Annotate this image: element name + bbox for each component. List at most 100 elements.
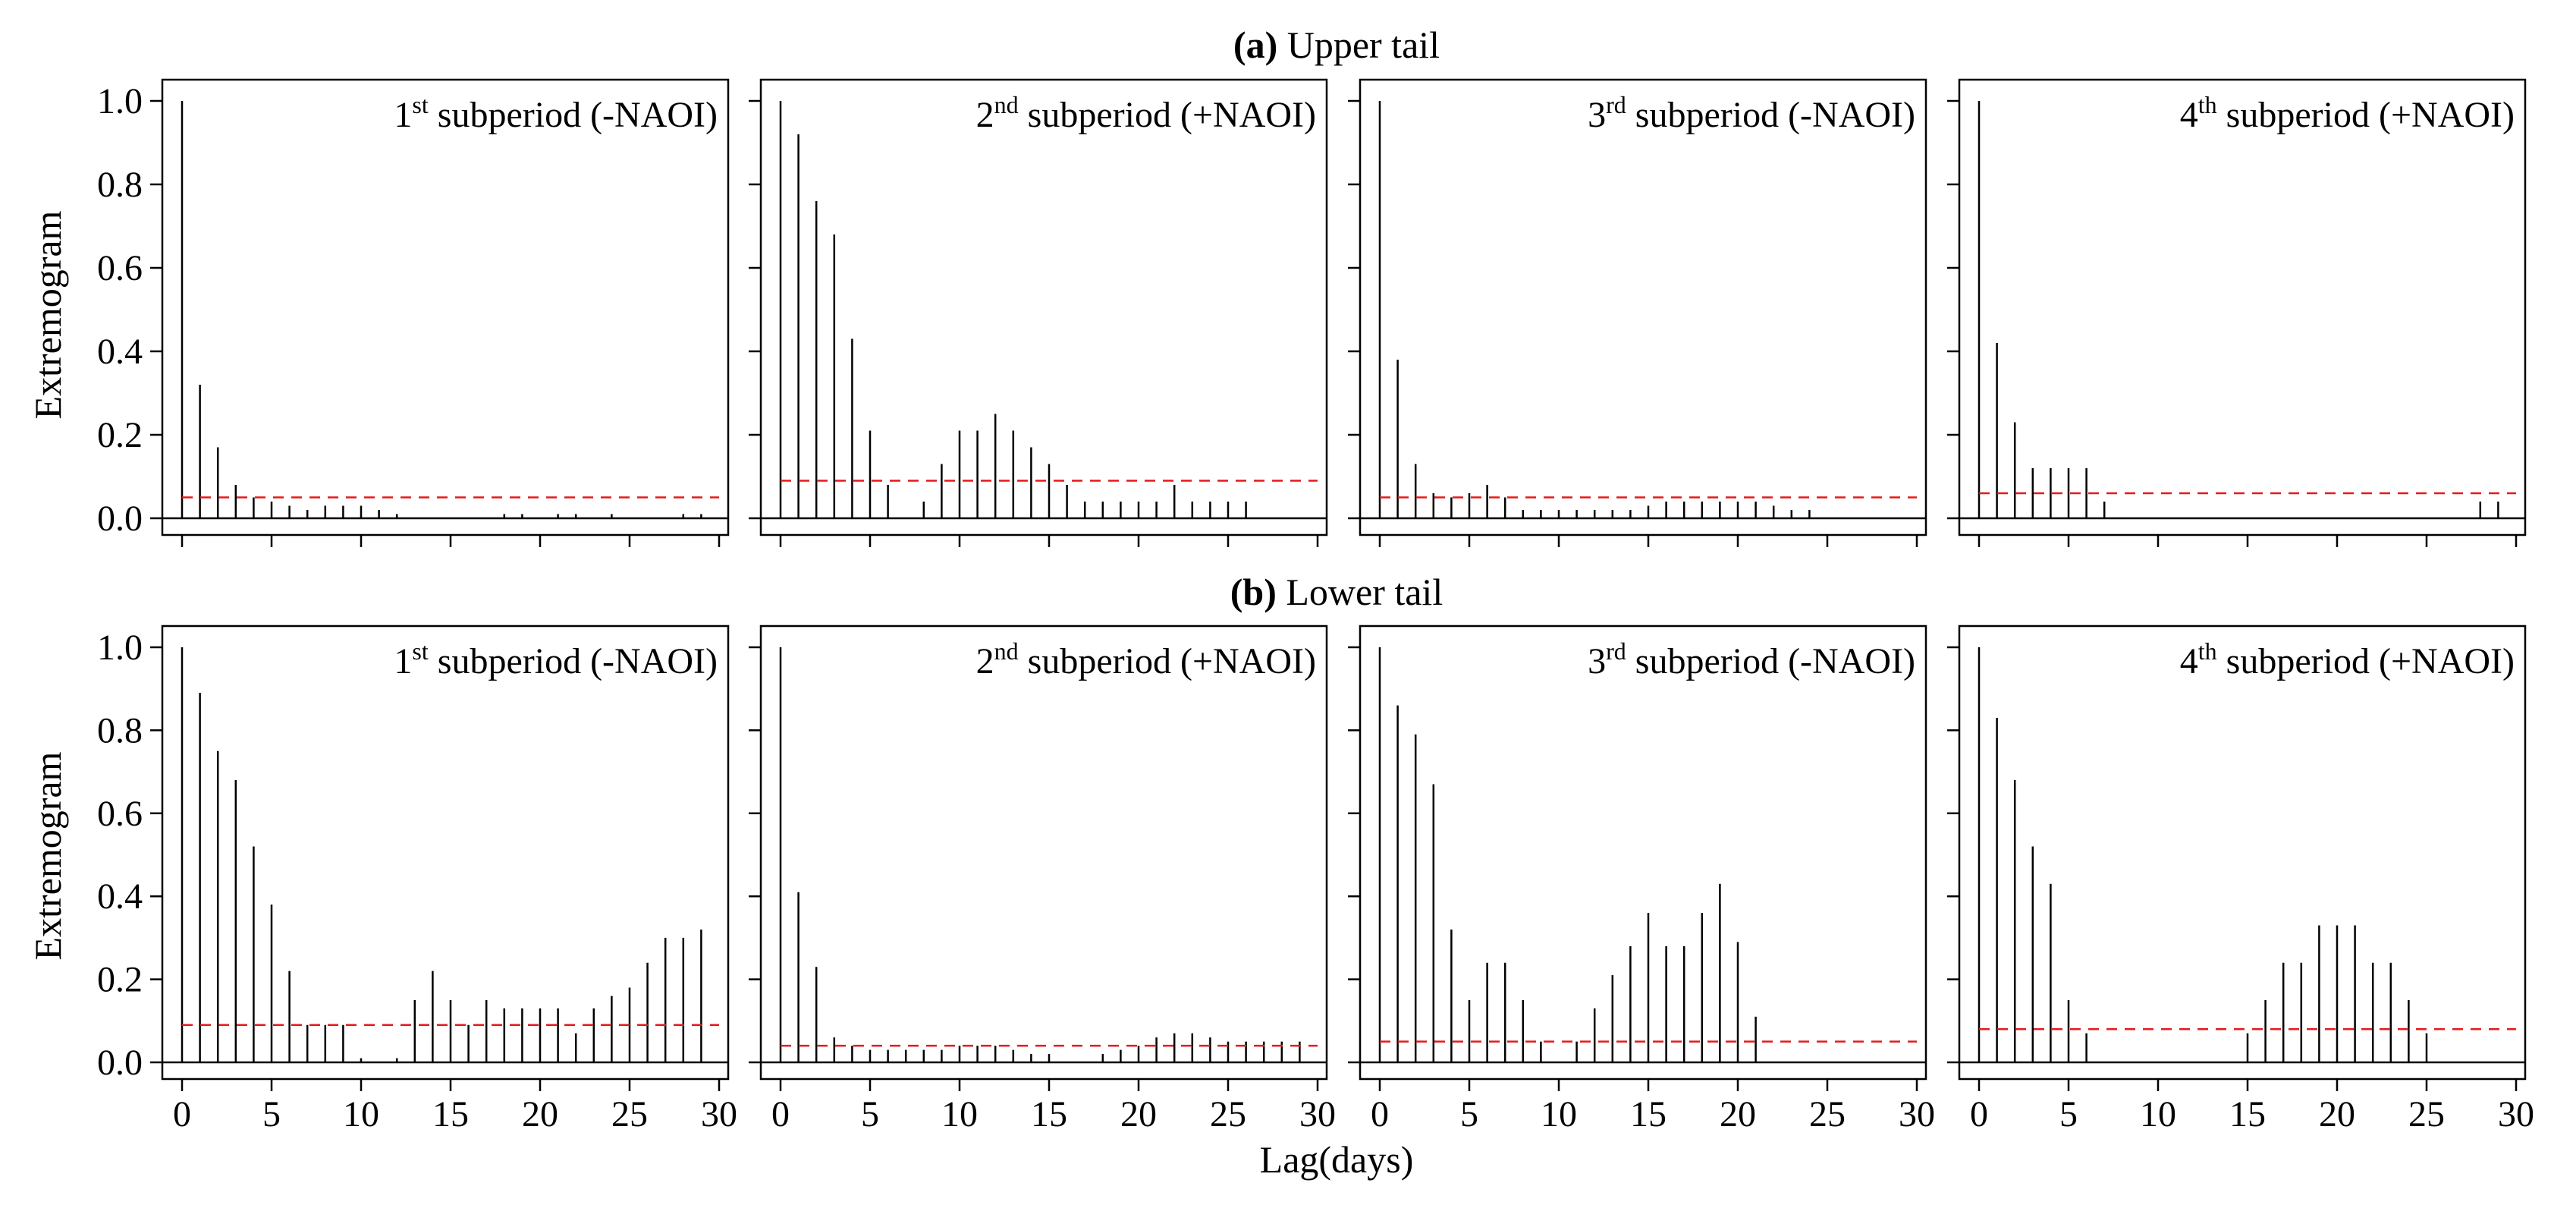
panel-label: 1st subperiod (-NAOI) (394, 637, 718, 681)
y-tick-label: 1.0 (97, 81, 143, 121)
x-tick-label: 10 (343, 1094, 379, 1134)
x-tick-label: 10 (941, 1094, 978, 1134)
panel-label: 2nd subperiod (+NAOI) (976, 91, 1316, 135)
x-tick-label: 0 (771, 1094, 790, 1134)
panel-label-number: 3 (1588, 641, 1606, 681)
x-tick-label: 5 (861, 1094, 879, 1134)
panel-label-number: 1 (394, 95, 412, 135)
panel-frame (1359, 625, 1927, 1081)
y-tick-label: 0.4 (97, 332, 143, 372)
panel-label-number: 4 (2180, 95, 2198, 135)
x-tick-label: 30 (1299, 1094, 1336, 1134)
row-title-text: Lower tail (1277, 571, 1443, 613)
panel-label-text: subperiod (-NAOI) (1626, 641, 1915, 681)
y-tick-label: 0.0 (97, 499, 143, 539)
panel-label-text: subperiod (-NAOI) (429, 95, 718, 135)
x-tick-label: 5 (2059, 1094, 2078, 1134)
x-tick-label: 15 (432, 1094, 469, 1134)
panel-label: 4th subperiod (+NAOI) (2180, 91, 2515, 135)
panel-label-number: 2 (976, 95, 994, 135)
x-tick-label: 0 (1371, 1094, 1389, 1134)
panel-label: 3rd subperiod (-NAOI) (1588, 91, 1915, 135)
panel-frame (161, 78, 730, 536)
panel-2: 2nd subperiod (+NAOI) (749, 78, 1328, 547)
panel-label-suffix: th (2198, 91, 2217, 118)
x-tick-label: 25 (2408, 1094, 2445, 1134)
y-tick-label: 0.6 (97, 794, 143, 834)
y-tick-label: 0.0 (97, 1043, 143, 1083)
x-tick-label: 0 (1970, 1094, 1988, 1134)
x-axis-label: Lag(days) (1260, 1138, 1414, 1181)
x-tick-label: 0 (173, 1094, 191, 1134)
x-tick-label: 25 (1210, 1094, 1246, 1134)
panel-label-suffix: st (412, 637, 428, 665)
panel-frame (161, 625, 730, 1081)
y-tick-label: 0.2 (97, 960, 143, 1000)
panel-1: 0.0 0.2 0.4 0.6 0.8 1.0 1st subperiod (-NAOI) (97, 78, 730, 547)
panel-label-suffix: th (2198, 637, 2217, 665)
x-tick-label: 10 (2140, 1094, 2176, 1134)
y-tick-label: 0.6 (97, 248, 143, 288)
panel-4: 4th subperiod (+NAOI) (1947, 78, 2527, 547)
row-title: (b) Lower tail (1230, 571, 1443, 613)
x-tick-label: 20 (1120, 1094, 1157, 1134)
x-tick-label: 30 (2498, 1094, 2534, 1134)
panel-frame (1958, 78, 2527, 536)
x-tick-label: 15 (1031, 1094, 1067, 1134)
panel-label-text: subperiod (+NAOI) (1019, 641, 1316, 681)
panel-label-text: subperiod (-NAOI) (429, 641, 718, 681)
row-title: (a) Upper tail (1233, 24, 1440, 66)
row-title-letter: (a) (1233, 24, 1277, 66)
x-tick-label: 20 (522, 1094, 558, 1134)
panel-label-number: 1 (394, 641, 412, 681)
panel-label: 2nd subperiod (+NAOI) (976, 637, 1316, 681)
y-axis-label-upper: Extremogram (27, 210, 69, 419)
x-tick-label: 25 (1809, 1094, 1846, 1134)
panel-3: 3rd subperiod (-NAOI) (1348, 78, 1927, 547)
panel-label: 4th subperiod (+NAOI) (2180, 637, 2515, 681)
panel-label-text: subperiod (-NAOI) (1626, 95, 1915, 135)
panel-label-text: subperiod (+NAOI) (1019, 95, 1316, 135)
panel-label-number: 2 (976, 641, 994, 681)
x-tick-label: 5 (262, 1094, 281, 1134)
x-tick-label: 30 (1899, 1094, 1935, 1134)
y-axis-label-lower: Extremogram (27, 751, 69, 960)
panel-label-suffix: rd (1606, 91, 1626, 118)
panel-label: 1st subperiod (-NAOI) (394, 91, 718, 135)
x-tick-label: 15 (1630, 1094, 1667, 1134)
panel-3: 0 5 10 15 20 25 30 3rd subperiod (-NAOI) (1348, 625, 1935, 1134)
y-tick-label: 0.8 (97, 165, 143, 205)
row-upper-tail: (a) Upper tail 0.0 0.2 0.4 0.6 0.8 1.0 1st subp… (97, 24, 2527, 547)
panel-frame (1958, 625, 2527, 1081)
x-tick-label: 20 (1720, 1094, 1756, 1134)
panel-label-text: subperiod (+NAOI) (2217, 95, 2515, 135)
row-title-letter: (b) (1230, 571, 1277, 613)
panel-4: 0 5 10 15 20 25 30 4th subperiod (+NAOI) (1947, 625, 2534, 1134)
panel-label-suffix: st (412, 91, 428, 118)
panel-label-suffix: rd (1606, 637, 1626, 665)
panel-2: 0 5 10 15 20 25 30 2nd subperiod (+NAOI) (749, 625, 1336, 1134)
panel-frame (759, 78, 1328, 536)
panel-label-number: 3 (1588, 95, 1606, 135)
y-tick-label: 0.4 (97, 876, 143, 917)
x-tick-label: 10 (1541, 1094, 1577, 1134)
row-title-text: Upper tail (1277, 24, 1440, 66)
x-tick-label: 15 (2229, 1094, 2266, 1134)
panel-frame (759, 625, 1328, 1081)
x-tick-label: 20 (2319, 1094, 2355, 1134)
x-tick-label: 25 (611, 1094, 648, 1134)
panel-1: 0 5 10 15 20 25 30 0.0 0.2 0.4 0.6 0.8 1.0 1st subper… (97, 625, 737, 1134)
x-tick-label: 30 (701, 1094, 737, 1134)
y-tick-label: 1.0 (97, 628, 143, 668)
x-tick-label: 5 (1460, 1094, 1478, 1134)
panel-label-suffix: nd (994, 637, 1019, 665)
panel-frame (1359, 78, 1927, 536)
panel-label-text: subperiod (+NAOI) (2217, 641, 2515, 681)
y-tick-label: 0.8 (97, 710, 143, 750)
panel-label-number: 4 (2180, 641, 2198, 681)
panel-label-suffix: nd (994, 91, 1019, 118)
y-tick-label: 0.2 (97, 415, 143, 455)
